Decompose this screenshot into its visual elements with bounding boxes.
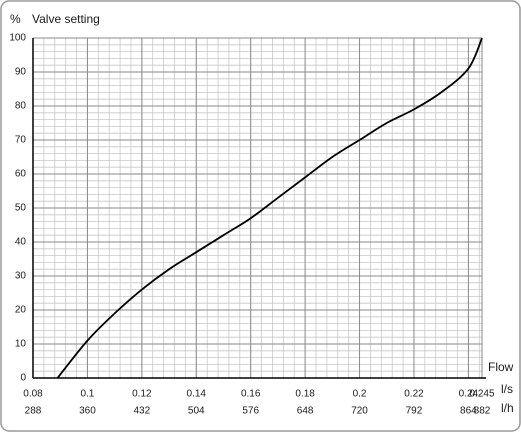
x2-tick-label: 882 [474,406,491,417]
x2-tick-label: 504 [188,406,205,417]
x-tick-label: 0.2 [353,389,367,400]
x2-tick-label: 360 [79,406,96,417]
x2-tick-label: 792 [406,406,423,417]
y-tick-label: 60 [15,169,27,180]
y-tick-label: 30 [15,271,27,282]
x-label: Flow [488,360,514,374]
y-tick-label: 70 [15,135,27,146]
y-tick-label: 90 [15,67,27,78]
y-tick-label: 40 [15,237,27,248]
x-tick-label: 0.1 [80,389,94,400]
x2-tick-label: 432 [134,406,151,417]
x-tick-label: 0.12 [132,389,152,400]
y-tick-label: 80 [15,101,27,112]
x-tick-label: 0.22 [404,389,424,400]
x-unit: l/s [501,382,513,396]
x2-tick-label: 720 [351,406,368,417]
x2-tick-label: 864 [460,406,477,417]
y-tick-label: 0 [20,373,26,384]
y-tick-label: 50 [15,203,27,214]
x-tick-label: 0.14 [187,389,207,400]
chart-title: Valve setting [32,12,100,26]
x2-tick-label: 288 [25,406,42,417]
x-tick-label: 0.16 [241,389,261,400]
y-tick-label: 20 [15,305,27,316]
x-tick-label: 0.08 [23,389,43,400]
x2-tick-label: 648 [297,406,314,417]
y-unit: % [10,12,21,26]
x-tick-label: 0.18 [295,389,315,400]
x-tick-label: 0.245 [469,389,494,400]
line [56,37,483,379]
x2-unit: l/h [501,401,514,415]
x-tick-label: 0.24 [459,389,479,400]
y-tick-label: 100 [9,33,26,44]
y-tick-label: 10 [15,339,27,350]
x2-tick-label: 576 [242,406,259,417]
